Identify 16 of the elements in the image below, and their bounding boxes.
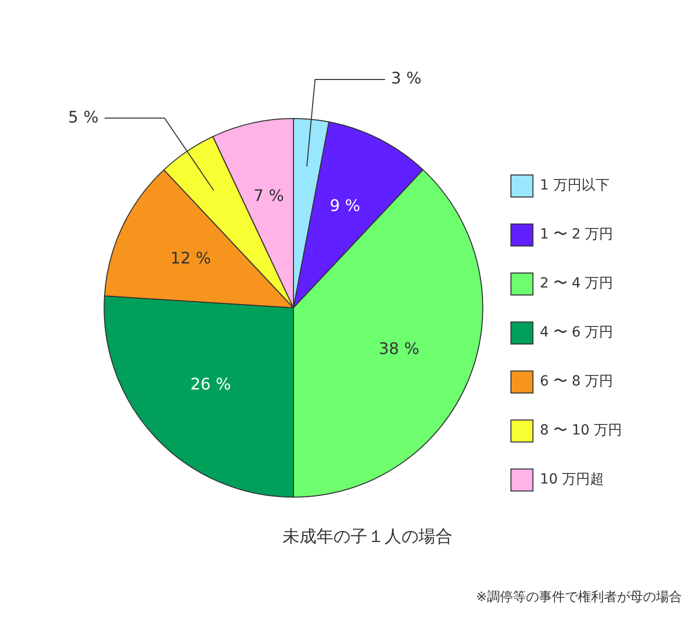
text: 未成年の子１人の場合 bbox=[282, 527, 452, 548]
data-label: 3 % bbox=[391, 68, 422, 88]
legend-label: 1 万円以下 bbox=[540, 178, 610, 194]
data-label: 38 % bbox=[378, 338, 420, 358]
legend-label: 8 〜 10 万円 bbox=[540, 422, 622, 439]
legend-label: 2 〜 4 万円 bbox=[540, 276, 614, 292]
legend-label: 6 〜 8 万円 bbox=[540, 374, 614, 390]
data-label: 9 % bbox=[330, 196, 360, 215]
data-label: 12 % bbox=[170, 248, 212, 268]
data-label: 5 % bbox=[68, 107, 99, 126]
data-label: 26 % bbox=[190, 374, 231, 394]
text: ※調停等の事件で権利者が母の場合 bbox=[475, 589, 683, 606]
legend-label: 10 万円超 bbox=[540, 472, 604, 488]
legend-label: 1 〜 2 万円 bbox=[540, 226, 614, 243]
legend-label: 4 〜 6 万円 bbox=[540, 324, 614, 341]
data-label: 7 % bbox=[253, 186, 284, 206]
